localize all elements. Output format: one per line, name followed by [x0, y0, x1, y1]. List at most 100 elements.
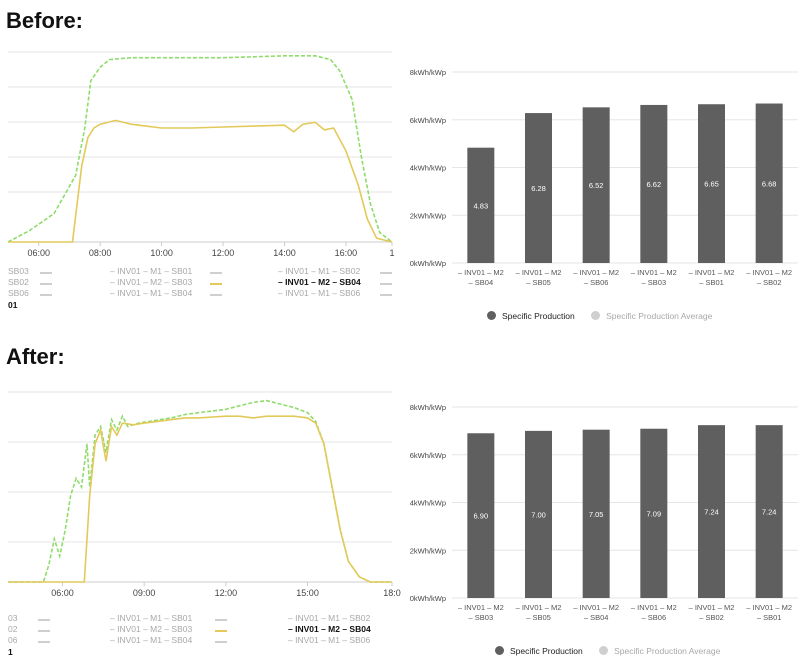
category-label-line2: – SB01: [757, 613, 782, 622]
legend-swatch: [40, 294, 52, 296]
category-label-line2: – SB06: [642, 613, 667, 622]
bar-value-label: 6.52: [589, 181, 604, 190]
legend-item[interactable]: SB02: [8, 277, 29, 287]
legend-swatch: [210, 294, 222, 296]
category-label-line1: – INV01 – M2: [516, 268, 562, 277]
legend-item[interactable]: – INV01 – M1 – SB04: [110, 635, 193, 645]
bar: [698, 425, 725, 598]
bar: [640, 104, 668, 263]
after-bar-legend: Specific Production Specific Production …: [495, 646, 720, 656]
category-label-line1: – INV01 – M2: [458, 268, 504, 277]
legend-swatch: [380, 294, 392, 296]
bar-value-label: 7.24: [762, 508, 777, 517]
bar-value-label: 7.00: [531, 510, 546, 519]
legend-item[interactable]: – INV01 – M1 – SB04: [110, 288, 193, 298]
legend-extra: 1: [8, 647, 13, 657]
y-tick-label: 2kWh/kWp: [410, 546, 446, 555]
legend-swatch: [215, 641, 227, 643]
legend-swatch: [215, 619, 227, 621]
x-tick-label: 08:00: [89, 248, 112, 258]
legend-item[interactable]: – INV01 – M1 – SB01: [110, 613, 193, 623]
legend-item-active[interactable]: – INV01 – M2 – SB04: [288, 624, 371, 634]
legend-item[interactable]: – INV01 – M2 – SB03: [110, 624, 193, 634]
legend-swatch: [380, 272, 392, 274]
x-tick-label: 12:00: [212, 248, 235, 258]
legend-swatch: [38, 641, 50, 643]
bar-value-label: 6.68: [762, 179, 777, 188]
bar-value-label: 7.24: [704, 508, 719, 517]
legend-item[interactable]: – INV01 – M1 – SB02: [278, 266, 361, 276]
y-tick-label: 8kWh/kWp: [410, 403, 446, 412]
bar: [755, 103, 783, 263]
category-label-line1: – INV01 – M2: [631, 268, 677, 277]
legend-item[interactable]: SB03: [8, 266, 29, 276]
legend-item[interactable]: – INV01 – M1 – SB02: [288, 613, 371, 623]
legend-swatch-yellow: [215, 630, 227, 632]
x-tick-label: 06:00: [27, 248, 50, 258]
legend-item[interactable]: – INV01 – M1 – SB06: [288, 635, 371, 645]
legend-dot-icon: [487, 311, 496, 320]
bar-value-label: 4.83: [474, 201, 489, 210]
legend-avg-label[interactable]: Specific Production Average: [614, 646, 721, 656]
series-line-green: [8, 399, 392, 583]
bar: [525, 113, 552, 263]
category-label-line1: – INV01 – M2: [746, 268, 792, 277]
legend-swatch: [40, 283, 52, 285]
series-line-yellow: [8, 119, 393, 243]
legend-item[interactable]: – INV01 – M1 – SB06: [278, 288, 361, 298]
legend-item[interactable]: – INV01 – M1 – SB01: [110, 266, 193, 276]
legend-item[interactable]: 02: [8, 624, 18, 634]
legend-swatch: [210, 272, 222, 274]
legend-item[interactable]: 06: [8, 635, 18, 645]
category-label-line1: – INV01 – M2: [746, 603, 792, 612]
category-label-line2: – SB04: [584, 613, 609, 622]
before-heading: Before:: [6, 8, 84, 33]
legend-item[interactable]: SB06: [8, 288, 29, 298]
legend-main-label[interactable]: Specific Production: [502, 311, 575, 321]
y-tick-label: 0kWh/kWp: [410, 594, 446, 603]
bar: [467, 433, 495, 598]
category-label-line2: – SB02: [757, 278, 782, 287]
category-label-line2: – SB03: [469, 613, 494, 622]
y-tick-label: 2kWh/kWp: [410, 211, 446, 220]
x-tick-label: 18:0: [383, 588, 401, 598]
before-bar-legend: Specific Production Specific Production …: [487, 311, 712, 321]
series-line-yellow: [8, 415, 392, 583]
x-tick-label: 14:00: [273, 248, 296, 258]
legend-item[interactable]: – INV01 – M2 – SB03: [110, 277, 193, 287]
category-label-line1: – INV01 – M2: [689, 268, 735, 277]
legend-dot-icon: [591, 311, 601, 320]
category-label-line1: – INV01 – M2: [631, 603, 677, 612]
legend-extra: 01: [8, 300, 18, 310]
x-tick-label: 09:00: [133, 588, 156, 598]
category-label-line1: – INV01 – M2: [516, 603, 562, 612]
x-tick-label: 1: [389, 248, 394, 258]
category-label-line1: – INV01 – M2: [689, 603, 735, 612]
y-tick-label: 6kWh/kWp: [410, 116, 446, 125]
bar-value-label: 6.90: [474, 512, 489, 521]
legend-main-label[interactable]: Specific Production: [510, 646, 583, 656]
bar: [755, 425, 783, 598]
category-label-line2: – SB01: [699, 278, 724, 287]
x-tick-label: 12:00: [215, 588, 238, 598]
after-heading: After:: [6, 344, 65, 369]
y-tick-label: 0kWh/kWp: [410, 259, 446, 268]
legend-item-active[interactable]: – INV01 – M2 – SB04: [278, 277, 361, 287]
legend-item[interactable]: 03: [8, 613, 18, 623]
bar: [698, 104, 725, 263]
legend-swatch: [40, 272, 52, 274]
bar-value-label: 6.65: [704, 180, 719, 189]
bar-value-label: 6.62: [647, 180, 662, 189]
legend-swatch: [38, 619, 50, 621]
category-label-line2: – SB03: [642, 278, 667, 287]
y-tick-label: 4kWh/kWp: [410, 164, 446, 173]
y-tick-label: 8kWh/kWp: [410, 68, 446, 77]
legend-swatch-yellow: [210, 283, 222, 285]
x-tick-label: 10:00: [150, 248, 173, 258]
category-label-line2: – SB05: [526, 613, 551, 622]
category-label-line1: – INV01 – M2: [573, 268, 619, 277]
category-label-line2: – SB02: [699, 613, 724, 622]
legend-avg-label[interactable]: Specific Production Average: [606, 311, 713, 321]
bar: [640, 428, 668, 598]
